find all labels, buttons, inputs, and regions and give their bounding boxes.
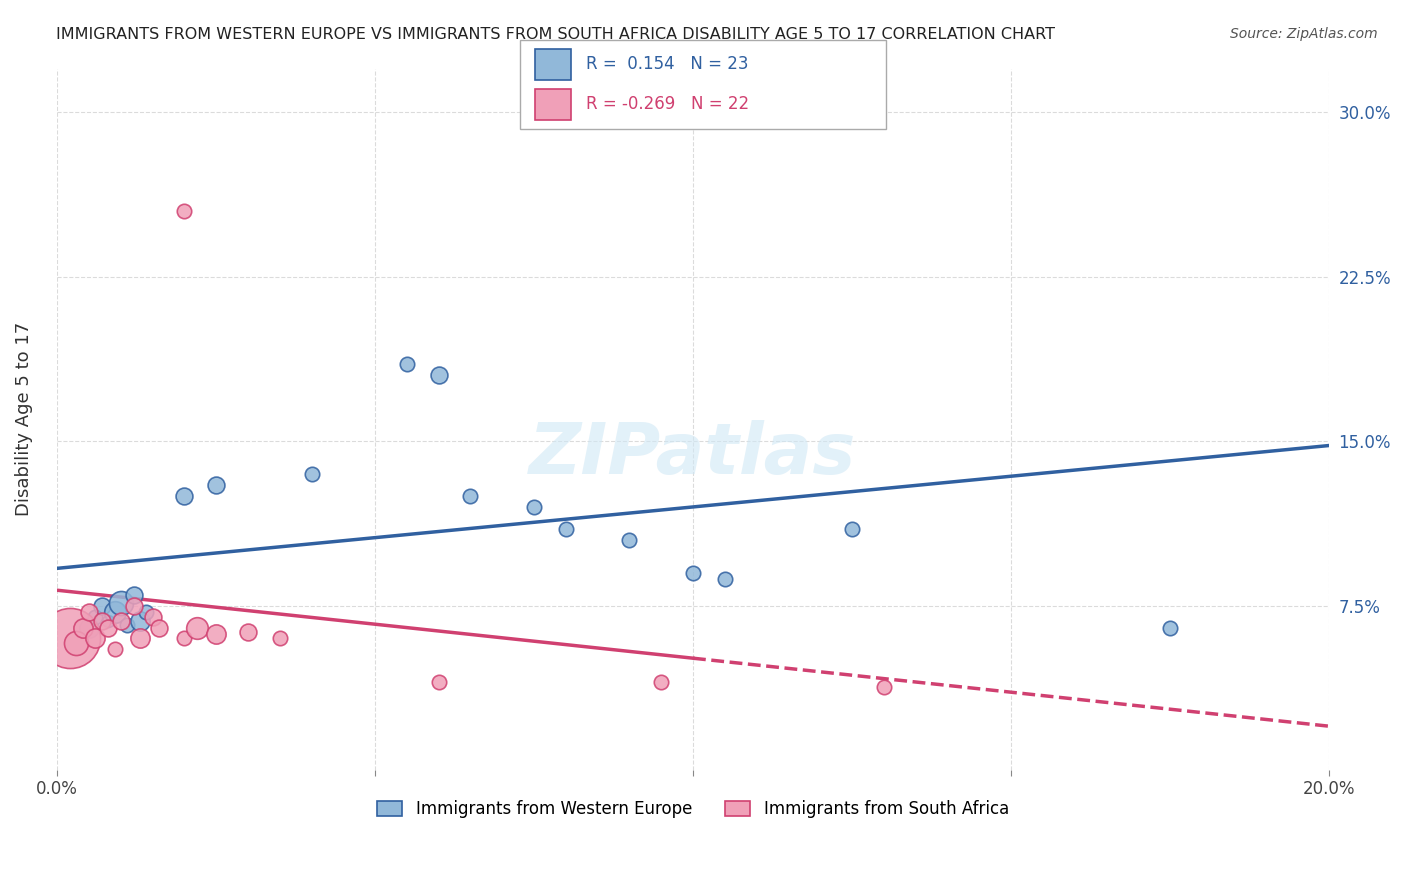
Point [186, 620, 208, 634]
Point [122, 599, 145, 613]
Text: Source: ZipAtlas.com: Source: ZipAtlas.com [1230, 27, 1378, 41]
Point [205, 478, 228, 492]
Point [427, 368, 450, 383]
Text: ZIPatlas: ZIPatlas [529, 420, 856, 489]
Point [135, 605, 157, 619]
Point [460, 489, 482, 503]
Point [148, 620, 170, 634]
Point [301, 467, 323, 481]
Point [554, 522, 576, 536]
FancyBboxPatch shape [534, 49, 571, 80]
Point [619, 533, 641, 547]
Point [84, 609, 107, 624]
Y-axis label: Disability Age 5 to 17: Disability Age 5 to 17 [15, 322, 32, 516]
Point [650, 675, 672, 690]
Point [77, 605, 100, 619]
Point [77, 620, 100, 634]
Point [269, 632, 291, 646]
Point [873, 680, 896, 694]
FancyBboxPatch shape [520, 40, 886, 129]
Point [103, 605, 125, 619]
Text: R = -0.269   N = 22: R = -0.269 N = 22 [586, 95, 749, 113]
Point [395, 358, 418, 372]
Point [97, 620, 120, 634]
Point [173, 204, 195, 219]
Point [236, 624, 259, 639]
Point [59, 632, 82, 646]
Point [90, 614, 112, 628]
Point [84, 632, 107, 646]
Point [142, 609, 165, 624]
Point [682, 566, 704, 580]
Point [841, 522, 863, 536]
Point [72, 620, 94, 634]
Point [129, 614, 152, 628]
Point [65, 636, 87, 650]
Text: IMMIGRANTS FROM WESTERN EUROPE VS IMMIGRANTS FROM SOUTH AFRICA DISABILITY AGE 5 : IMMIGRANTS FROM WESTERN EUROPE VS IMMIGR… [56, 27, 1056, 42]
Point [110, 596, 132, 610]
Point [103, 642, 125, 657]
Point [110, 614, 132, 628]
Text: R =  0.154   N = 23: R = 0.154 N = 23 [586, 55, 748, 73]
Point [115, 618, 138, 632]
Point [205, 627, 228, 641]
Point [427, 675, 450, 690]
Point [713, 572, 735, 586]
Point [97, 614, 120, 628]
Point [1159, 620, 1181, 634]
Point [173, 632, 195, 646]
FancyBboxPatch shape [534, 89, 571, 120]
Point [122, 588, 145, 602]
Point [129, 632, 152, 646]
Point [523, 500, 546, 514]
Point [173, 489, 195, 503]
Legend: Immigrants from Western Europe, Immigrants from South Africa: Immigrants from Western Europe, Immigran… [371, 794, 1015, 825]
Point [90, 599, 112, 613]
